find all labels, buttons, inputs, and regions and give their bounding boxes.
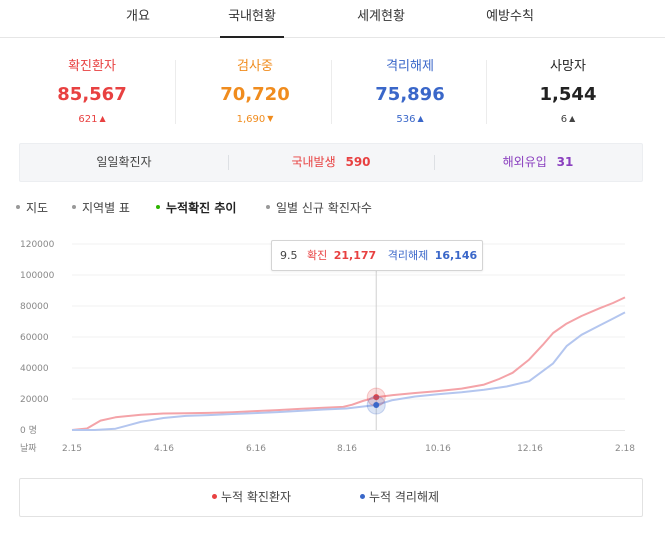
tooltip-confirmed-label: 확진 bbox=[307, 249, 328, 262]
subtab-label: 지역별 표 bbox=[82, 201, 130, 215]
daily-confirmed-box: 일일확진자 국내발생 590 해외유입 31 bbox=[19, 143, 643, 182]
stat-change: 1,690 ▼ bbox=[190, 112, 320, 126]
series-line-0 bbox=[71, 296, 626, 431]
tab-overview[interactable]: 개요 bbox=[126, 9, 150, 24]
stat-change: 621 ▲ bbox=[27, 112, 157, 126]
triangle-up-icon: ▲ bbox=[417, 114, 424, 123]
legend-item-confirmed[interactable]: 누적 확진환자 bbox=[212, 479, 291, 516]
stat-label: 검사중 bbox=[237, 59, 273, 74]
x-tick-label: 2.15 bbox=[62, 444, 82, 454]
tab-prevention[interactable]: 예방수칙 bbox=[486, 9, 534, 24]
series-line-1 bbox=[72, 311, 626, 431]
daily-overseas-value: 31 bbox=[556, 155, 574, 169]
legend-label: 누적 격리해제 bbox=[369, 490, 440, 504]
subtab-daily-new[interactable]: 일별 신규 확진자수 bbox=[266, 199, 372, 216]
subtab-cumulative-trend[interactable]: 누적확진 추이 bbox=[156, 199, 236, 216]
stat-change-value: 621 bbox=[78, 114, 98, 125]
daily-domestic-value: 590 bbox=[345, 155, 371, 169]
subtab-label: 일별 신규 확진자수 bbox=[276, 201, 372, 215]
x-tick-label: 8.16 bbox=[337, 444, 357, 454]
x-axis-label: 날짜 bbox=[20, 443, 37, 454]
chart-tooltip: 9.5 확진 21,177 격리해제 16,146 bbox=[271, 240, 483, 271]
triangle-up-icon: ▲ bbox=[99, 114, 106, 123]
x-tick-label: 6.16 bbox=[246, 444, 266, 454]
chart-legend: 누적 확진환자 누적 격리해제 bbox=[19, 478, 643, 517]
triangle-down-icon: ▼ bbox=[267, 114, 274, 123]
legend-item-released[interactable]: 누적 격리해제 bbox=[360, 479, 439, 516]
top-tab-bar: 개요 국내현황 세계현황 예방수칙 bbox=[0, 0, 665, 38]
red-dot-icon bbox=[212, 494, 217, 499]
bullet-icon bbox=[266, 205, 270, 209]
stat-deaths: 사망자 1,544 6 ▲ bbox=[503, 58, 633, 128]
x-tick-label: 10.16 bbox=[425, 444, 451, 454]
bullet-icon bbox=[156, 205, 160, 209]
y-tick-label: 100000 bbox=[20, 271, 55, 281]
y-tick-label: 80000 bbox=[20, 302, 49, 312]
stat-label: 격리해제 bbox=[386, 59, 434, 74]
cumulative-trend-chart[interactable]: 0 명 20000 40000 60000 80000 100000 120000 날짜 2.1… bbox=[0, 230, 665, 468]
stat-change: 536 ▲ bbox=[345, 112, 475, 126]
daily-domestic: 국내발생 590 bbox=[228, 144, 434, 181]
stat-change-value: 6 bbox=[560, 114, 568, 125]
divider bbox=[486, 60, 487, 124]
divider bbox=[228, 155, 229, 170]
stat-label: 확진환자 bbox=[68, 59, 116, 74]
y-tick-label: 40000 bbox=[20, 364, 49, 374]
bullet-icon bbox=[72, 205, 76, 209]
daily-overseas: 해외유입 31 bbox=[434, 144, 642, 181]
stat-confirmed: 확진환자 85,567 621 ▲ bbox=[27, 58, 157, 128]
tooltip-confirmed-value: 21,177 bbox=[333, 249, 377, 262]
stat-change-value: 1,690 bbox=[236, 114, 266, 125]
x-tick-label: 2.18 bbox=[615, 444, 635, 454]
highlight-point-1 bbox=[373, 401, 380, 408]
y-tick-label: 20000 bbox=[20, 395, 49, 405]
subtab-label: 지도 bbox=[26, 201, 49, 215]
divider bbox=[331, 60, 332, 124]
subtab-map[interactable]: 지도 bbox=[16, 199, 48, 216]
tab-world[interactable]: 세계현황 bbox=[357, 9, 405, 24]
tooltip-released-value: 16,146 bbox=[434, 249, 478, 262]
divider bbox=[175, 60, 176, 124]
stat-value: 75,896 bbox=[375, 84, 445, 105]
stat-change: 6 ▲ bbox=[503, 112, 633, 126]
stat-change-value: 536 bbox=[396, 114, 416, 125]
y-tick-label: 60000 bbox=[20, 333, 49, 343]
y-tick-label: 0 명 bbox=[20, 425, 37, 436]
daily-label: 일일확진자 bbox=[96, 155, 152, 169]
stat-value: 70,720 bbox=[220, 84, 290, 105]
stat-released: 격리해제 75,896 536 ▲ bbox=[345, 58, 475, 128]
daily-overseas-label: 해외유입 bbox=[502, 155, 547, 169]
tab-domestic[interactable]: 국내현황 bbox=[220, 0, 284, 38]
y-tick-label: 120000 bbox=[20, 240, 55, 250]
triangle-up-icon: ▲ bbox=[569, 114, 576, 123]
stat-label: 사망자 bbox=[550, 59, 586, 74]
stats-summary: 확진환자 85,567 621 ▲ 검사중 70,720 1,690 ▼ 격리해제 … bbox=[0, 52, 665, 132]
subtab-region-table[interactable]: 지역별 표 bbox=[72, 199, 130, 216]
x-tick-label: 4.16 bbox=[154, 444, 174, 454]
divider bbox=[434, 155, 435, 170]
legend-label: 누적 확진환자 bbox=[221, 490, 292, 504]
tooltip-released-label: 격리해제 bbox=[387, 249, 429, 262]
bullet-icon bbox=[16, 205, 20, 209]
stat-value: 1,544 bbox=[539, 84, 597, 105]
x-tick-label: 12.16 bbox=[517, 444, 543, 454]
highlight-point-0 bbox=[373, 394, 380, 401]
subtab-label: 누적확진 추이 bbox=[166, 201, 237, 215]
stat-testing: 검사중 70,720 1,690 ▼ bbox=[190, 58, 320, 128]
tooltip-date: 9.5 bbox=[280, 249, 298, 262]
blue-dot-icon bbox=[360, 494, 365, 499]
stat-value: 85,567 bbox=[57, 84, 127, 105]
daily-domestic-label: 국내발생 bbox=[291, 155, 336, 169]
